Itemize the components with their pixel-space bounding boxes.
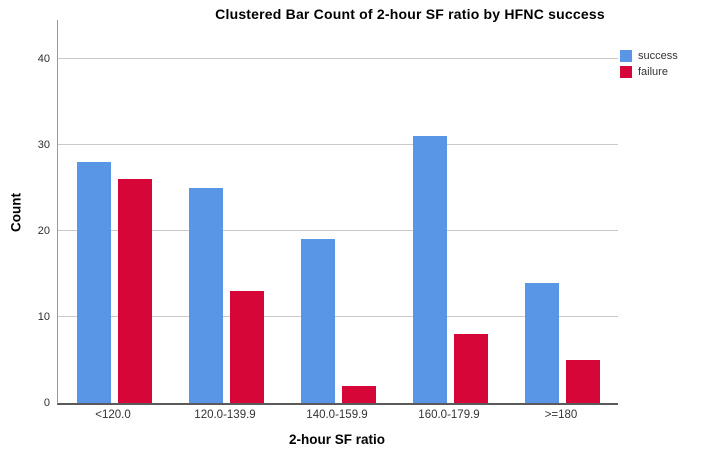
x-axis-title: 2-hour SF ratio	[288, 432, 385, 447]
legend-label-success: success	[638, 50, 678, 62]
bar-failure-group-4	[453, 334, 488, 403]
bar-failure-group-1	[117, 179, 152, 403]
bar-group-2	[170, 20, 282, 403]
x-tick-label-2: 120.0-139.9	[194, 409, 256, 421]
legend: success failure	[620, 50, 678, 78]
bar-success-group-2	[188, 187, 223, 403]
legend-entry-failure: failure	[620, 66, 678, 78]
bars-row	[58, 20, 618, 403]
y-tick-label-10: 10	[37, 310, 50, 323]
gridline-y-10	[58, 315, 618, 317]
bar-success-group-3	[300, 239, 335, 403]
x-tick-label-4: 160.0-179.9	[418, 409, 480, 421]
gridline-y-20	[58, 229, 618, 231]
y-tick-label-0: 0	[43, 397, 50, 409]
bar-failure-group-2	[229, 291, 264, 403]
y-tick-label-30: 30	[37, 138, 50, 151]
x-tick-label-1: <120.0	[95, 409, 131, 421]
bar-group-1	[58, 20, 170, 403]
x-axis-tick-labels: <120.0 120.0-139.9 140.0-159.9 160.0-179.9 >…	[57, 409, 617, 421]
gridline-y-40	[58, 57, 618, 59]
bar-failure-group-3	[341, 385, 376, 403]
bar-group-4	[394, 20, 506, 403]
gridline-y-30	[58, 143, 618, 145]
legend-entry-success: success	[620, 50, 678, 62]
plot-area	[57, 20, 618, 405]
y-tick-label-20: 20	[37, 224, 50, 237]
y-tick-label-40: 40	[37, 52, 50, 65]
legend-swatch-success	[620, 50, 632, 62]
bar-failure-group-5	[565, 359, 600, 403]
y-axis-title: Count	[8, 193, 24, 232]
bar-success-group-5	[524, 282, 559, 403]
chart-title: Clustered Bar Count of 2-hour SF ratio b…	[215, 6, 605, 22]
bar-group-5	[506, 20, 618, 403]
bar-group-3	[282, 20, 394, 403]
legend-swatch-failure	[620, 66, 632, 78]
bar-success-group-1	[76, 162, 111, 403]
legend-label-failure: failure	[638, 66, 668, 78]
bar-success-group-4	[412, 136, 447, 403]
x-tick-label-3: 140.0-159.9	[306, 409, 368, 421]
x-tick-label-5: >=180	[544, 409, 578, 421]
